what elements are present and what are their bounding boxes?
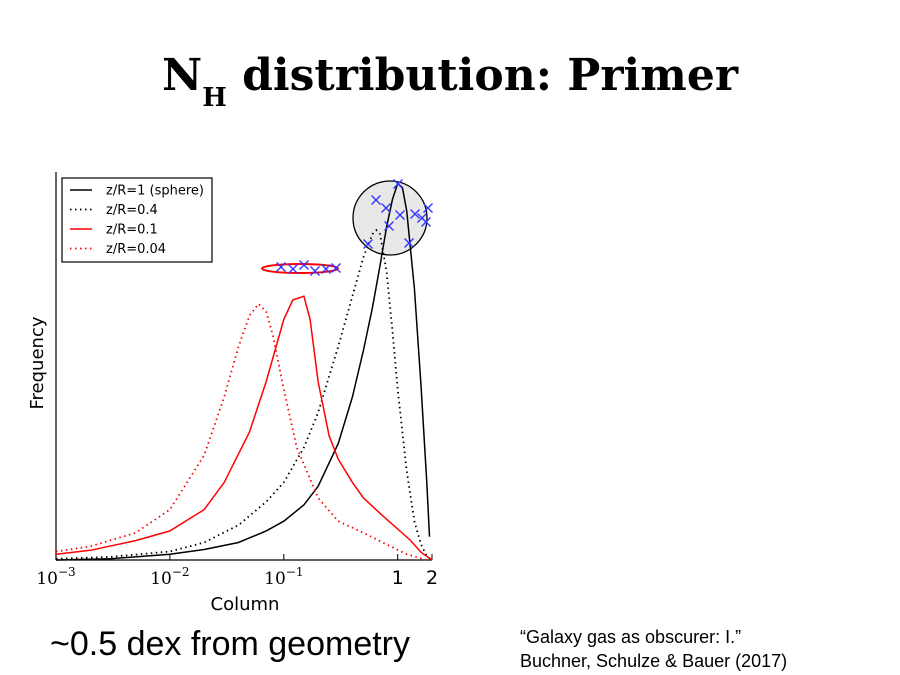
cross-marker xyxy=(381,203,391,213)
cross-marker xyxy=(276,262,286,272)
x-tick-label: 1 xyxy=(392,567,404,589)
title-rest: distribution: Primer xyxy=(226,50,738,101)
cross-marker xyxy=(299,260,309,270)
title-n: N xyxy=(162,50,203,101)
x-tick-label: 2 xyxy=(426,567,438,589)
series-line-1 xyxy=(55,182,431,561)
cross-marker xyxy=(404,238,414,248)
citation-title: “Galaxy gas as obscurer: I.” xyxy=(520,627,742,647)
cross-marker xyxy=(421,217,431,227)
x-tick-label: 10−2 xyxy=(150,565,189,589)
cross-marker xyxy=(288,264,298,274)
legend-box xyxy=(61,177,213,263)
series-line-2 xyxy=(55,228,432,560)
x-tick-label: 10−3 xyxy=(36,565,75,589)
cross-marker xyxy=(384,221,394,231)
series-line-4 xyxy=(55,302,428,561)
marker-layer xyxy=(276,179,433,276)
legend: z/R=1 (sphere) z/R=0.4 z/R=0.1 z/R=0.04 xyxy=(61,177,213,263)
legend-label: z/R=0.1 xyxy=(106,223,158,238)
series-line-3 xyxy=(55,295,433,561)
sphere-illustration xyxy=(352,180,428,256)
cross-marker xyxy=(371,195,381,205)
plot-area xyxy=(55,172,432,561)
cross-marker xyxy=(393,179,403,189)
cross-marker xyxy=(410,209,420,219)
disk-illustration xyxy=(261,263,339,274)
legend-label: z/R=0.4 xyxy=(106,203,158,218)
cross-marker xyxy=(310,266,320,276)
x-ticks: 10−3 10−2 10−1 1 2 xyxy=(36,554,438,589)
disk-ellipse xyxy=(261,263,339,274)
slide-title: NH distribution: Primer xyxy=(0,46,900,128)
cross-marker xyxy=(423,203,433,213)
series-layer xyxy=(55,182,433,561)
cross-marker xyxy=(395,210,405,220)
cross-marker xyxy=(331,263,341,273)
x-tick-label: 10−1 xyxy=(264,565,303,589)
legend-label: z/R=1 (sphere) xyxy=(106,184,204,199)
sphere-circle xyxy=(352,180,428,256)
y-axis-label: Frequency xyxy=(27,316,48,409)
cross-marker xyxy=(363,239,373,249)
cross-marker xyxy=(321,264,331,274)
citation-authors: Buchner, Schulze & Bauer (2017) xyxy=(520,651,788,671)
x-axis-label: Column xyxy=(211,594,280,615)
legend-label: z/R=0.04 xyxy=(106,242,166,257)
caption: ~0.5 dex from geometry xyxy=(50,625,411,663)
title-subscript-h: H xyxy=(202,83,227,113)
citation: “Galaxy gas as obscurer: I.” Buchner, Sc… xyxy=(520,625,787,673)
